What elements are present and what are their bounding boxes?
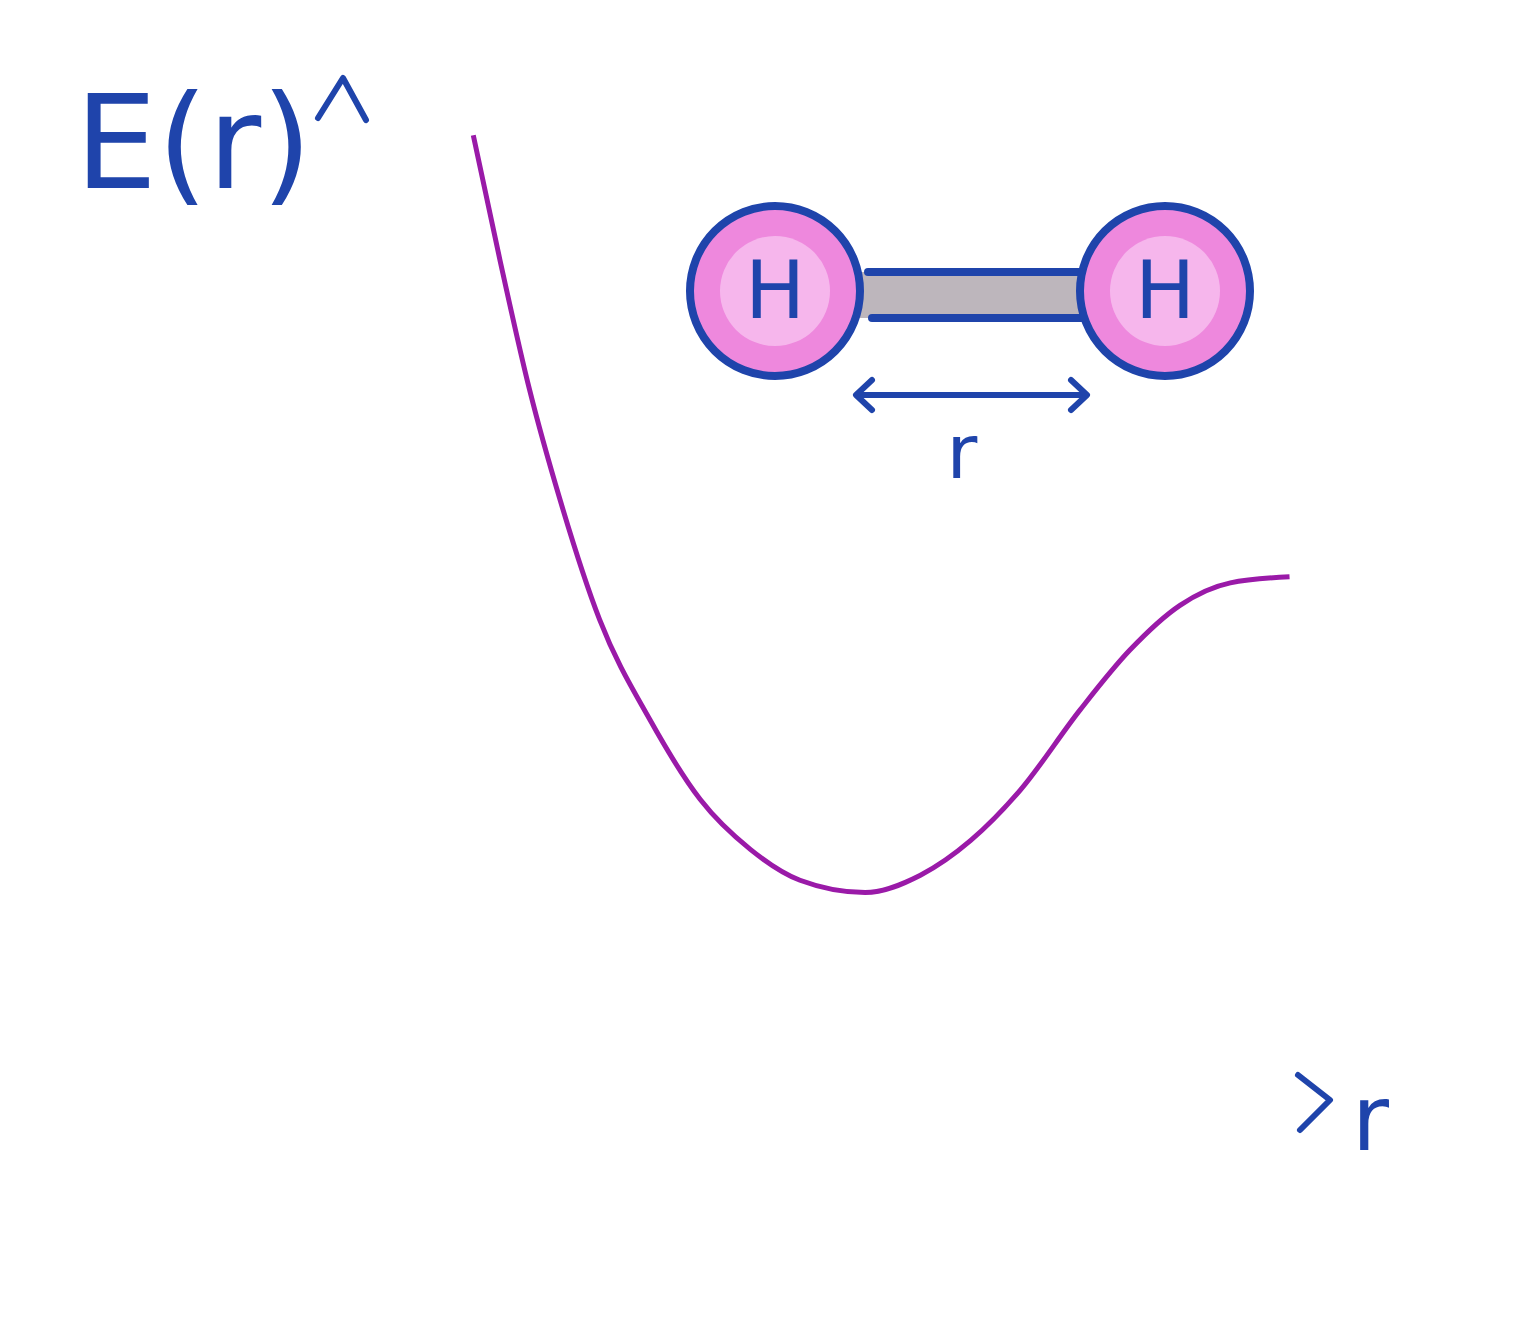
svg-text:E(r): E(r) — [75, 67, 312, 219]
svg-text:H: H — [745, 244, 805, 337]
svg-text:r: r — [1352, 1066, 1389, 1171]
svg-text:H: H — [1135, 244, 1195, 337]
svg-text:r: r — [947, 408, 978, 496]
